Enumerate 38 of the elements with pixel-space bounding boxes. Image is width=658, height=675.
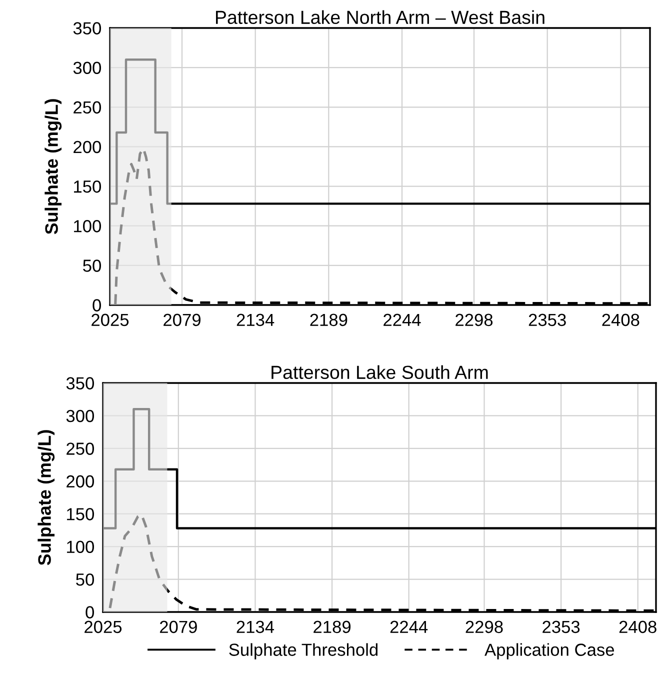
x-tick-label: 2079 [160, 620, 197, 634]
x-tick-label: 2189 [310, 314, 348, 326]
y-tick-label: 250 [74, 101, 101, 114]
x-tick-label: 2353 [528, 314, 566, 326]
x-tick-label: 2298 [466, 620, 503, 634]
y-tick-label: 200 [66, 475, 94, 488]
x-tick-label: 2244 [384, 314, 421, 326]
x-tick-label: 2134 [236, 620, 274, 634]
x-tick-label: 2079 [164, 314, 200, 326]
x-tick-label: 2298 [456, 314, 493, 326]
x-tick-label: 2025 [92, 314, 129, 326]
y-tick-label: 100 [67, 540, 94, 554]
legend-label: Sulphate Threshold [229, 643, 378, 660]
y-tick-label: 50 [83, 260, 101, 272]
y-axis-title: Sulphate (mg/L) [44, 99, 62, 234]
y-tick-label: 200 [74, 140, 101, 154]
y-tick-label: 100 [74, 220, 101, 232]
y-tick-label: 0 [86, 606, 94, 618]
y-tick-label: 50 [76, 573, 94, 586]
chart-title: Patterson Lake South Arm [272, 365, 488, 380]
y-tick-label: 350 [73, 22, 101, 34]
x-tick-label: 2025 [84, 620, 122, 634]
y-tick-label: 300 [73, 62, 101, 74]
x-tick-label: 2189 [314, 620, 351, 634]
y-tick-label: 300 [66, 410, 94, 422]
x-tick-label: 2408 [602, 314, 640, 326]
x-tick-label: 2134 [236, 314, 274, 326]
x-tick-label: 2353 [542, 620, 580, 634]
y-tick-label: 250 [66, 442, 94, 455]
y-axis-title: Sulphate (mg/L) [38, 430, 55, 566]
y-tick-label: 150 [74, 180, 101, 193]
x-tick-label: 2408 [619, 620, 656, 634]
y-tick-label: 150 [67, 508, 94, 520]
legend-label: Application Case [484, 643, 614, 660]
y-tick-label: 0 [92, 299, 101, 312]
y-tick-label: 350 [66, 377, 94, 390]
x-tick-label: 2244 [390, 620, 428, 633]
chart-title: Patterson Lake North Arm – West Basin [216, 10, 544, 24]
